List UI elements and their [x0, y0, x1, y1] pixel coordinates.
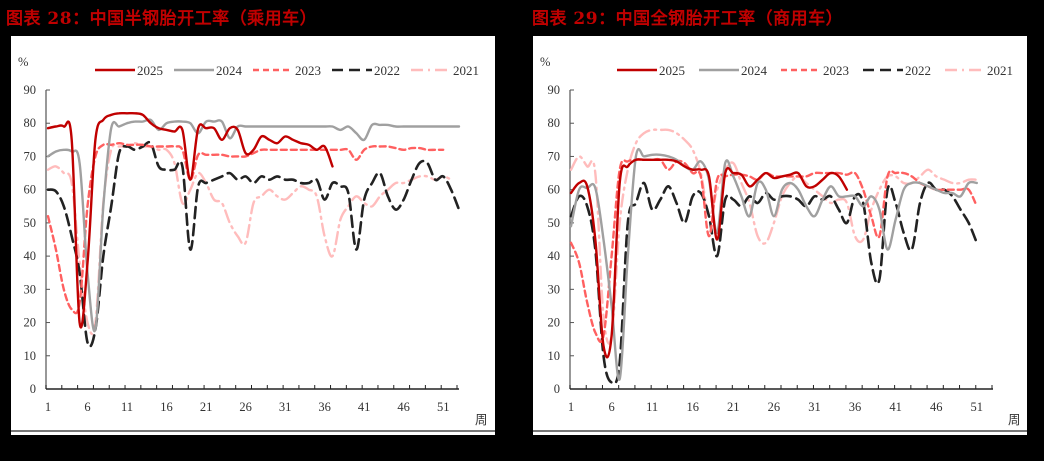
series-line-2025	[569, 158, 849, 359]
chart-29-title: 图表 29：中国全钢胎开工率（商用车）	[532, 9, 844, 29]
x-tick-label: 31	[808, 400, 821, 414]
x-tick-label: 26	[768, 400, 781, 414]
x-tick-label: 51	[437, 400, 450, 414]
y-tick-label: 60	[548, 183, 561, 197]
legend-label-2023: 2023	[295, 63, 321, 78]
series-line-2022	[46, 140, 461, 348]
x-tick-label: 11	[646, 400, 658, 414]
legend-label-2022: 2022	[905, 63, 931, 78]
x-tick-label: 1	[45, 400, 51, 414]
y-tick-label: 10	[548, 349, 561, 363]
y-tick-label: 20	[24, 316, 37, 330]
y-tick-label: 80	[24, 116, 37, 130]
x-tick-label: 16	[160, 400, 173, 414]
chart-29-panel: % 0 10 20 30 40 50 60 70 80 90 1 6 11 16 21 26 31 36 41 46 51…	[533, 36, 1027, 435]
x-unit-label: 周	[475, 413, 488, 427]
series-line-2024	[46, 118, 461, 333]
chart-legend: 2025 2024 2023 2022 2021	[95, 63, 479, 78]
y-tick-label: 20	[548, 316, 561, 330]
x-tick-label: 1	[568, 400, 574, 414]
legend-label-2025: 2025	[137, 63, 163, 78]
legend-label-2025: 2025	[659, 63, 685, 78]
y-tick-label: 70	[548, 149, 561, 163]
x-tick-label: 6	[84, 400, 90, 414]
chart-legend: 2025 2024 2023 2022 2021	[617, 63, 1013, 78]
y-tick-label: 0	[554, 382, 560, 396]
x-tick-label: 41	[889, 400, 902, 414]
series-line-2022	[569, 181, 979, 385]
chart-29-bottom-rule	[533, 430, 1027, 432]
x-tick-label: 36	[849, 400, 862, 414]
chart-28-panel: % 0 10 20 30 40 50 60 70 80 90 1 6 11 16 21 26 31 36 41 46 51…	[11, 36, 495, 435]
y-tick-label: 10	[24, 349, 37, 363]
y-unit-label: %	[540, 55, 550, 69]
y-tick-label: 40	[24, 249, 37, 263]
x-tick-label: 6	[608, 400, 614, 414]
x-tick-label: 36	[318, 400, 331, 414]
x-tick-label: 21	[727, 400, 740, 414]
series-line-2023	[46, 142, 445, 315]
y-unit-label: %	[18, 55, 28, 69]
chart-28-title: 图表 28：中国半钢胎开工率（乘用车）	[6, 9, 318, 29]
y-tick-label: 90	[548, 83, 561, 97]
x-tick-label: 11	[121, 400, 133, 414]
y-tick-label: 50	[548, 216, 561, 230]
legend-label-2021: 2021	[987, 63, 1013, 78]
series-line-2024	[569, 147, 978, 381]
chart-28-bottom-rule	[11, 430, 495, 432]
x-unit-label: 周	[1008, 413, 1021, 427]
x-tick-label: 51	[971, 400, 984, 414]
y-tick-label: 0	[30, 382, 36, 396]
y-tick-label: 80	[548, 116, 561, 130]
y-tick-label: 70	[24, 149, 37, 163]
x-tick-label: 46	[930, 400, 943, 414]
x-tick-label: 21	[200, 400, 213, 414]
x-tick-label: 46	[397, 400, 410, 414]
series-line-2025	[46, 111, 334, 329]
y-tick-label: 40	[548, 249, 561, 263]
legend-label-2024: 2024	[741, 63, 768, 78]
legend-label-2024: 2024	[216, 63, 243, 78]
x-tick-label: 41	[358, 400, 371, 414]
x-tick-label: 31	[279, 400, 292, 414]
legend-label-2021: 2021	[453, 63, 479, 78]
y-tick-label: 60	[24, 183, 37, 197]
x-tick-label: 26	[239, 400, 252, 414]
x-tick-label: 16	[686, 400, 699, 414]
legend-label-2023: 2023	[823, 63, 849, 78]
y-tick-label: 50	[24, 216, 37, 230]
legend-label-2022: 2022	[374, 63, 400, 78]
y-tick-label: 30	[548, 282, 561, 296]
y-tick-label: 30	[24, 282, 37, 296]
y-tick-label: 90	[24, 83, 37, 97]
series-line-2021	[46, 142, 453, 336]
